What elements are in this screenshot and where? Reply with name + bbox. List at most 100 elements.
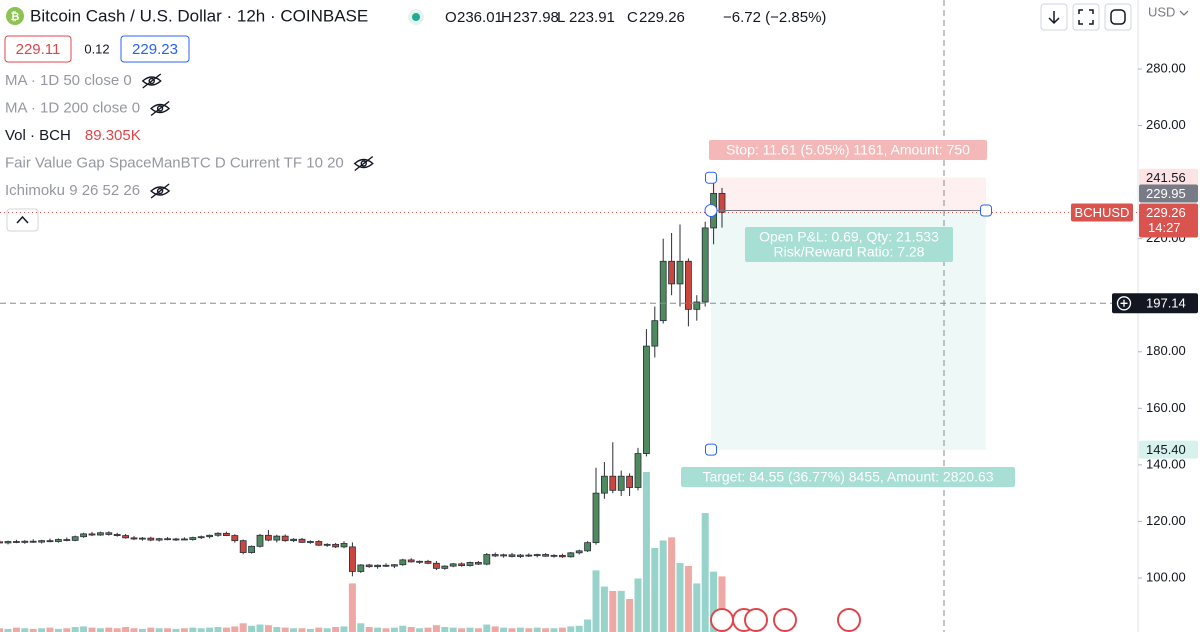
- add-alert-icon[interactable]: [1116, 296, 1132, 311]
- volume-bar: [4, 628, 12, 632]
- hidden-eye-icon[interactable]: [353, 155, 374, 172]
- currency-selector[interactable]: USD: [1148, 4, 1175, 19]
- candle-body: [500, 554, 508, 557]
- candle-body: [273, 535, 281, 541]
- pnl-box: [745, 227, 953, 262]
- symbol-title[interactable]: Bitcoin Cash / U.S. Dollar · 12h · COINB…: [30, 6, 368, 25]
- target-handle[interactable]: [705, 443, 717, 456]
- candle-body: [474, 562, 482, 565]
- candle-body: [399, 559, 407, 566]
- candle-body: [214, 532, 222, 536]
- candle-body: [63, 539, 71, 541]
- candle-body: [449, 563, 457, 567]
- volume-bar: [500, 627, 508, 632]
- eye-pupil: [156, 187, 164, 195]
- volume-bar: [231, 626, 239, 632]
- candle-body: [298, 538, 306, 543]
- collapse-button[interactable]: [6, 208, 39, 232]
- volume-bar: [399, 625, 407, 632]
- hidden-eye-icon[interactable]: [150, 100, 171, 117]
- volume-bar: [222, 627, 230, 632]
- stop-price-tag-box: [1139, 168, 1198, 187]
- ask-price[interactable]: 229.23: [132, 41, 178, 58]
- candle-body: [12, 541, 20, 543]
- entry-price-tag-box: [1139, 184, 1198, 203]
- volume-bar: [508, 628, 516, 632]
- fullscreen-button[interactable]: [1072, 3, 1100, 31]
- volume-bar: [449, 627, 457, 632]
- candle-body: [97, 532, 104, 536]
- indicator-name[interactable]: MA · 1D 50 close 0: [5, 72, 132, 89]
- width-handle[interactable]: [980, 204, 992, 217]
- entry-handle[interactable]: [704, 204, 718, 218]
- indicator-name[interactable]: MA · 1D 200 close 0: [5, 99, 140, 116]
- volume-bar: [382, 628, 390, 632]
- candle-body: [172, 538, 180, 541]
- volume-bar: [483, 624, 491, 632]
- candle-layer: [0, 182, 726, 577]
- volume-bar: [575, 625, 583, 632]
- candle-body: [55, 539, 62, 542]
- candle-body: [147, 537, 155, 541]
- volume-bar: [533, 627, 541, 632]
- volume-bar: [315, 627, 323, 632]
- volume-bar: [164, 628, 172, 632]
- stop-handle[interactable]: [705, 171, 717, 184]
- candle-body: [659, 260, 667, 322]
- event-flag[interactable]: [744, 608, 768, 632]
- candle-body: [508, 554, 516, 557]
- candle-body: [491, 554, 499, 557]
- reset-button[interactable]: [1104, 3, 1132, 31]
- ohlc-value: 223.91: [569, 9, 615, 26]
- candle-body: [365, 564, 373, 568]
- candle-body: [138, 537, 146, 540]
- candle-body: [542, 554, 549, 557]
- volume-bar: [592, 570, 600, 632]
- volume-bar: [130, 628, 138, 632]
- event-flag[interactable]: [773, 608, 797, 632]
- event-flag[interactable]: [710, 608, 734, 632]
- bid-price[interactable]: 229.11: [16, 41, 61, 58]
- candle-body: [575, 550, 583, 554]
- indicator-name[interactable]: Vol · BCH: [5, 127, 71, 144]
- volume-bar: [138, 628, 146, 632]
- candle-body: [617, 475, 625, 491]
- y-tick-label: 180.00: [1146, 343, 1186, 358]
- hidden-eye-icon[interactable]: [150, 183, 171, 199]
- volume-bar: [180, 628, 188, 632]
- indicator-name[interactable]: Fair Value Gap SpaceManBTC D Current TF …: [5, 154, 344, 171]
- volume-bar: [458, 628, 466, 632]
- volume-bar: [626, 599, 634, 632]
- candle-body: [407, 559, 415, 563]
- volume-bar: [432, 625, 440, 632]
- rr-label: Risk/Reward Ratio: 7.28: [774, 244, 925, 260]
- y-tick-label: 160.00: [1146, 400, 1186, 415]
- candle-body: [0, 541, 4, 544]
- candle-body: [382, 564, 390, 567]
- candle-body: [584, 542, 591, 552]
- candle-body: [113, 534, 121, 536]
- ask-box[interactable]: [120, 35, 190, 63]
- indicator-name[interactable]: Ichimoku 9 26 52 26: [5, 182, 140, 199]
- bid-box[interactable]: [4, 35, 72, 63]
- ohlc-value: 229.26: [639, 9, 685, 26]
- candle-body: [88, 533, 96, 536]
- candle-body: [458, 563, 466, 566]
- ohlc-value: 236.01: [457, 9, 503, 26]
- reset-icon: [1110, 9, 1126, 25]
- volume-bar: [365, 627, 373, 632]
- hidden-eye-icon[interactable]: [141, 73, 162, 89]
- volume-bar: [264, 625, 272, 632]
- candle-body: [239, 540, 247, 553]
- event-flag[interactable]: [837, 608, 861, 632]
- volume-bar: [710, 571, 718, 632]
- candle-body: [559, 554, 566, 558]
- volume-bar: [214, 627, 222, 632]
- collapse-icon: [16, 215, 29, 224]
- logo-glyph: ₿: [11, 11, 20, 23]
- candle-body: [357, 564, 365, 572]
- volume-bar: [248, 625, 256, 632]
- symbol-tag: BCHUSD: [1075, 205, 1130, 220]
- position-label-box: [709, 140, 987, 160]
- arrow-icon: [1048, 11, 1060, 25]
